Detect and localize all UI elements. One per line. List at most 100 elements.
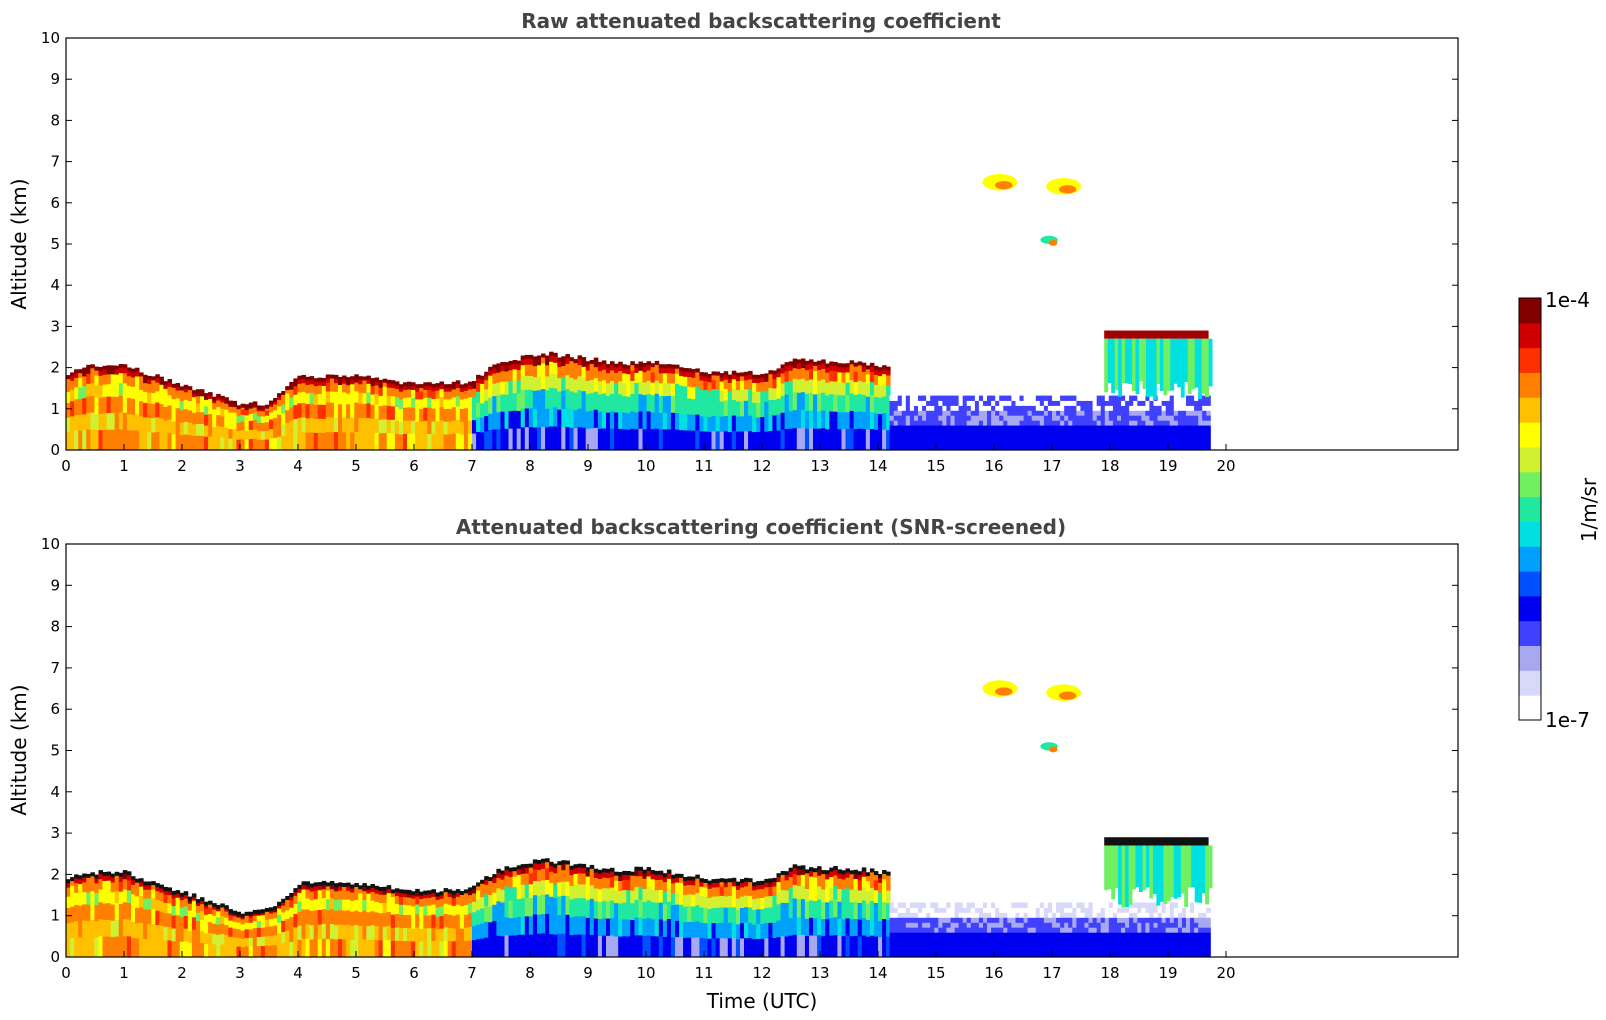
colorbar-min-label: 1e-7 bbox=[1545, 708, 1590, 732]
x-tick-label: 8 bbox=[525, 457, 535, 475]
surface-layer bbox=[889, 902, 1211, 957]
x-tick-label: 5 bbox=[351, 457, 361, 475]
cloud bbox=[1046, 684, 1081, 701]
colorbar-max-label: 1e-4 bbox=[1545, 288, 1590, 312]
colorbar-swatch bbox=[1519, 496, 1541, 522]
colorbar-unit-label: 1/m/sr bbox=[1577, 477, 1601, 542]
y-tick-label: 3 bbox=[50, 317, 60, 335]
y-tick-label: 0 bbox=[50, 948, 60, 966]
x-tick-label: 17 bbox=[1042, 964, 1061, 982]
x-tick-label: 8 bbox=[525, 964, 535, 982]
colorbar-swatch bbox=[1519, 372, 1541, 398]
y-tick-label: 6 bbox=[50, 194, 60, 212]
x-tick-label: 14 bbox=[868, 457, 887, 475]
y-tick-label: 9 bbox=[50, 70, 60, 88]
x-tick-label: 10 bbox=[636, 457, 655, 475]
x-tick-label: 18 bbox=[1100, 457, 1119, 475]
chart-title: Attenuated backscattering coefficient (S… bbox=[456, 515, 1066, 539]
surface-layer bbox=[889, 395, 1211, 450]
panel-screened: Attenuated backscattering coefficient (S… bbox=[7, 515, 1459, 1013]
y-tick-label: 6 bbox=[50, 700, 60, 718]
colorbar-swatches bbox=[1519, 298, 1541, 721]
y-tick-label: 2 bbox=[50, 865, 60, 883]
panel-raw: Raw attenuated backscattering coefficien… bbox=[7, 9, 1459, 475]
y-tick-label: 8 bbox=[50, 618, 60, 636]
x-tick-label: 9 bbox=[583, 964, 593, 982]
x-tick-label: 15 bbox=[926, 964, 945, 982]
x-tick-label: 16 bbox=[984, 964, 1003, 982]
x-tick-label: 17 bbox=[1042, 457, 1061, 475]
x-tick-label: 14 bbox=[868, 964, 887, 982]
colorbar-swatch bbox=[1519, 645, 1541, 671]
x-tick-label: 1 bbox=[119, 964, 129, 982]
y-tick-label: 2 bbox=[50, 359, 60, 377]
x-tick-label: 15 bbox=[926, 457, 945, 475]
colorbar-swatch bbox=[1519, 695, 1541, 721]
colorbar: 1e-4 1e-7 1/m/sr bbox=[1518, 288, 1601, 732]
y-axis-label: Altitude (km) bbox=[7, 178, 31, 309]
y-tick-label: 9 bbox=[50, 576, 60, 594]
colorbar-swatch bbox=[1519, 446, 1541, 473]
cloud bbox=[1046, 178, 1081, 195]
colorbar-swatch bbox=[1519, 546, 1541, 572]
y-tick-label: 7 bbox=[50, 659, 60, 677]
x-tick-label: 7 bbox=[467, 964, 477, 982]
colorbar-swatch bbox=[1519, 322, 1541, 349]
x-axis: 0 1 2 3 4 5 6 7 8 9 10 11 12 13 14 15 16 17 18 19 20 bbox=[61, 951, 1236, 982]
heatmap-area bbox=[66, 544, 1458, 957]
x-tick-label: 3 bbox=[235, 964, 245, 982]
x-tick-label: 16 bbox=[984, 457, 1003, 475]
colorbar-swatch bbox=[1519, 422, 1541, 448]
y-tick-label: 10 bbox=[41, 29, 60, 47]
y-tick-label: 0 bbox=[50, 441, 60, 459]
colorbar-swatch bbox=[1519, 298, 1541, 324]
x-axis: 0 1 2 3 4 5 6 7 8 9 10 11 12 13 14 15 16 17 18 19 20 bbox=[61, 444, 1236, 475]
colorbar-swatch bbox=[1519, 521, 1541, 547]
x-tick-label: 12 bbox=[752, 457, 771, 475]
x-tick-label: 13 bbox=[810, 457, 829, 475]
colorbar-swatch bbox=[1519, 670, 1541, 696]
x-tick-label: 6 bbox=[409, 457, 419, 475]
y-tick-label: 7 bbox=[50, 153, 60, 171]
x-tick-label: 20 bbox=[1216, 964, 1235, 982]
x-tick-label: 4 bbox=[293, 964, 303, 982]
x-tick-label: 11 bbox=[694, 457, 713, 475]
heatmap-area bbox=[66, 38, 1458, 450]
x-tick-label: 19 bbox=[1158, 964, 1177, 982]
colorbar-swatch bbox=[1519, 571, 1541, 597]
y-tick-label: 8 bbox=[50, 111, 60, 129]
colorbar-swatch bbox=[1519, 347, 1541, 373]
y-tick-label: 5 bbox=[50, 742, 60, 760]
x-tick-label: 12 bbox=[752, 964, 771, 982]
x-tick-label: 11 bbox=[694, 964, 713, 982]
cloud bbox=[982, 173, 1018, 191]
cloud bbox=[1104, 330, 1213, 400]
y-tick-label: 4 bbox=[50, 783, 60, 801]
cloud bbox=[1040, 235, 1058, 246]
x-tick-label: 3 bbox=[235, 457, 245, 475]
y-tick-label: 4 bbox=[50, 276, 60, 294]
y-axis: 0 1 2 3 4 5 6 7 8 9 10 bbox=[41, 535, 1458, 966]
colorbar-swatch bbox=[1519, 471, 1541, 498]
x-tick-label: 9 bbox=[583, 457, 593, 475]
colorbar-swatch bbox=[1519, 595, 1541, 622]
x-tick-label: 13 bbox=[810, 964, 829, 982]
colorbar-swatch bbox=[1519, 397, 1541, 423]
x-tick-label: 5 bbox=[351, 964, 361, 982]
x-tick-label: 18 bbox=[1100, 964, 1119, 982]
x-tick-label: 19 bbox=[1158, 457, 1177, 475]
y-axis-label: Altitude (km) bbox=[7, 684, 31, 815]
y-tick-label: 1 bbox=[50, 907, 60, 925]
aerosol-layer bbox=[66, 858, 891, 957]
y-tick-label: 1 bbox=[50, 400, 60, 418]
x-tick-label: 10 bbox=[636, 964, 655, 982]
x-tick-label: 1 bbox=[119, 457, 129, 475]
x-tick-label: 4 bbox=[293, 457, 303, 475]
colorbar-frame bbox=[1518, 297, 1542, 721]
x-axis-label: Time (UTC) bbox=[706, 989, 818, 1013]
y-tick-label: 5 bbox=[50, 235, 60, 253]
x-tick-label: 0 bbox=[61, 457, 71, 475]
x-tick-label: 0 bbox=[61, 964, 71, 982]
x-tick-label: 6 bbox=[409, 964, 419, 982]
